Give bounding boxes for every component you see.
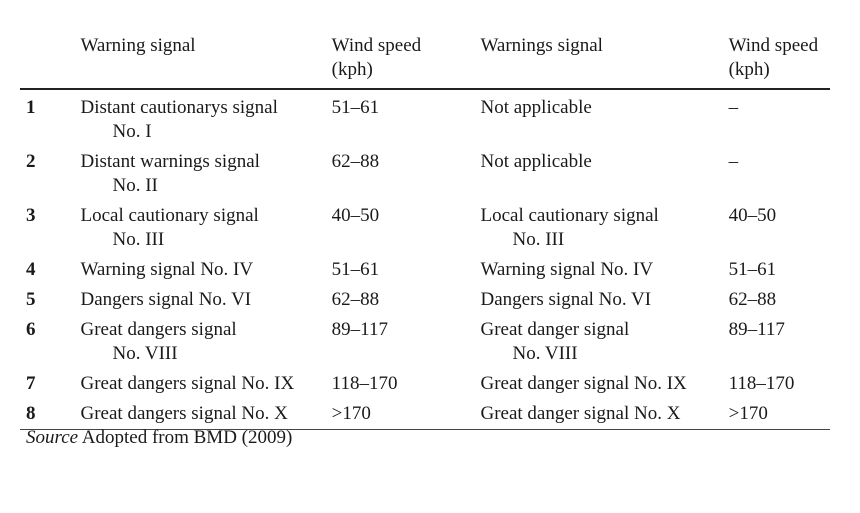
warnings-signal-text: Warning signal No. IV	[480, 259, 654, 280]
warnings-signal-text: Not applicable	[480, 151, 592, 172]
warning-signal-text: Warning signal No. IV	[80, 259, 254, 280]
header-wind-speed-2-line1: Wind speed	[728, 35, 819, 56]
warnings-signal-text: Great danger signal No. IX	[480, 373, 687, 394]
header-warnings-signal: Warnings signal	[480, 35, 603, 56]
warnings-signal-continuation: No. III	[512, 229, 565, 250]
warnings-signal-cell: Great danger signal No. IX	[480, 369, 728, 399]
wind-speed-cell-2: –	[728, 151, 739, 172]
table-row: 4 Warning signal No. IV 51–61 Warning si…	[20, 255, 830, 285]
warnings-signal-text: Great danger signal No. X	[480, 403, 681, 424]
warnings-signal-continuation: No. VIII	[512, 343, 578, 364]
wind-speed-cell: 62–88	[331, 151, 380, 172]
warnings-signal-text: Great danger signal	[480, 319, 630, 340]
warnings-signal-cell: Great danger signal No. X	[480, 399, 728, 430]
wind-speed-cell: 62–88	[331, 289, 380, 310]
header-wind-speed-2-unit: (kph)	[728, 59, 770, 80]
warning-signal-cell: Warning signal No. IV	[81, 255, 332, 285]
header-warning-signal: Warning signal	[80, 35, 196, 56]
warnings-signal-cell: Not applicable	[480, 89, 728, 147]
wind-speed-cell: 40–50	[331, 205, 380, 226]
warning-signal-cell: Great dangers signal No. X	[81, 399, 332, 430]
row-number: 1	[26, 97, 36, 118]
wind-speed-cell-2: 118–170	[728, 373, 795, 394]
wind-speed-cell-2: 51–61	[728, 259, 777, 280]
warning-signal-text: Distant cautionarys signal	[80, 97, 278, 118]
header-wind-speed-1: Wind speed (kph)	[332, 28, 481, 89]
table-header: Warning signal Wind speed (kph) Warnings…	[20, 28, 830, 89]
table-row: 1 Distant cautionarys signal No. I 51–61 …	[20, 89, 830, 147]
wind-speed-cell-2: 89–117	[728, 319, 785, 340]
warning-signal-continuation: No. II	[112, 175, 158, 196]
wind-speed-cell: >170	[331, 403, 371, 424]
header-row: Warning signal Wind speed (kph) Warnings…	[20, 28, 830, 89]
row-number: 5	[26, 289, 36, 310]
warning-signal-cell: Distant cautionarys signal No. I	[81, 89, 332, 147]
warnings-signal-text: Dangers signal No. VI	[480, 289, 652, 310]
wind-speed-cell: 51–61	[331, 259, 380, 280]
header-wind-speed-1-line1: Wind speed	[331, 35, 422, 56]
warning-signal-text: Distant warnings signal	[80, 151, 260, 172]
row-number: 7	[26, 373, 36, 394]
table-row: 8 Great dangers signal No. X >170 Great …	[20, 399, 830, 430]
warning-signal-table: Warning signal Wind speed (kph) Warnings…	[20, 28, 830, 430]
warnings-signal-cell: Warning signal No. IV	[480, 255, 728, 285]
row-number: 8	[26, 403, 36, 424]
table-row: 6 Great dangers signal No. VIII 89–117 Gr…	[20, 315, 830, 369]
warnings-signal-text: Not applicable	[480, 97, 592, 118]
warning-signal-continuation: No. I	[112, 121, 152, 142]
warning-signal-text: Great dangers signal	[80, 319, 237, 340]
warning-signal-text: Local cautionary signal	[80, 205, 259, 226]
warning-signal-text: Dangers signal No. VI	[80, 289, 252, 310]
warnings-signal-cell: Great danger signal No. VIII	[480, 315, 728, 369]
wind-speed-cell-2: 62–88	[728, 289, 777, 310]
warning-signal-continuation: No. VIII	[112, 343, 178, 364]
table-body: 1 Distant cautionarys signal No. I 51–61 …	[20, 89, 830, 430]
wind-speed-cell: 118–170	[331, 373, 398, 394]
row-number: 4	[26, 259, 36, 280]
wind-speed-cell-2: 40–50	[728, 205, 777, 226]
source-note: Source Adopted from BMD (2009)	[26, 427, 292, 449]
warning-signal-cell: Dangers signal No. VI	[81, 285, 332, 315]
warning-signal-cell: Distant warnings signal No. II	[81, 147, 332, 201]
header-wind-speed-1-unit: (kph)	[331, 59, 373, 80]
warnings-signal-cell: Not applicable	[480, 147, 728, 201]
wind-speed-cell: 51–61	[331, 97, 380, 118]
warning-signal-cell: Local cautionary signal No. III	[81, 201, 332, 255]
source-label: Source	[26, 427, 79, 448]
warnings-signal-text: Local cautionary signal	[480, 205, 659, 226]
header-number	[20, 28, 81, 89]
warning-signal-text: Great dangers signal No. IX	[80, 373, 295, 394]
warning-signal-text: Great dangers signal No. X	[80, 403, 288, 424]
row-number: 6	[26, 319, 36, 340]
warning-signal-continuation: No. III	[112, 229, 165, 250]
warning-signal-cell: Great dangers signal No. VIII	[81, 315, 332, 369]
header-wind-speed-2: Wind speed (kph)	[729, 28, 830, 89]
wind-speed-cell-2: –	[728, 97, 739, 118]
warnings-signal-cell: Local cautionary signal No. III	[480, 201, 728, 255]
table-row: 3 Local cautionary signal No. III 40–50 L…	[20, 201, 830, 255]
wind-speed-cell-2: >170	[728, 403, 768, 424]
source-text: Adopted from BMD (2009)	[78, 427, 293, 448]
warnings-signal-cell: Dangers signal No. VI	[480, 285, 728, 315]
row-number: 3	[26, 205, 36, 226]
row-number: 2	[26, 151, 36, 172]
table-row: 5 Dangers signal No. VI 62–88 Dangers si…	[20, 285, 830, 315]
wind-speed-cell: 89–117	[331, 319, 388, 340]
table-row: 2 Distant warnings signal No. II 62–88 No…	[20, 147, 830, 201]
warning-signal-cell: Great dangers signal No. IX	[81, 369, 332, 399]
table-row: 7 Great dangers signal No. IX 118–170 Gr…	[20, 369, 830, 399]
